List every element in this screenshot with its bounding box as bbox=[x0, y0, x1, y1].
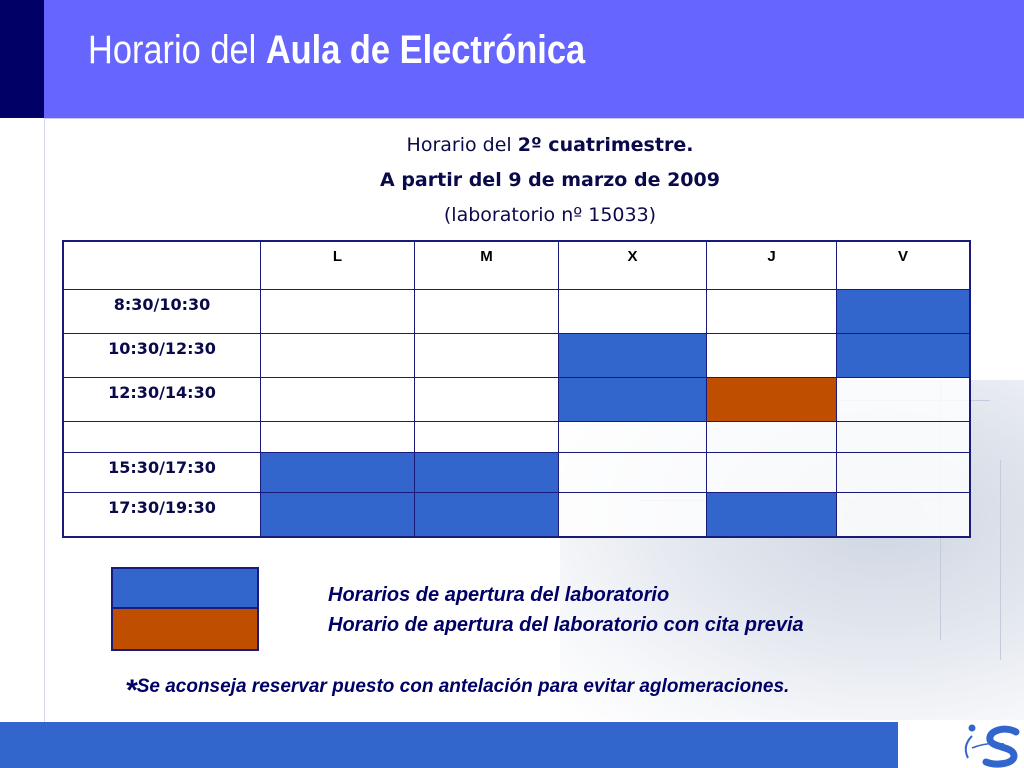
schedule-cell-empty bbox=[558, 421, 707, 453]
schedule-cell-open bbox=[414, 492, 559, 537]
schedule-cell-empty bbox=[836, 452, 971, 493]
legend-appointment-label: Horario de apertura del laboratorio con … bbox=[328, 614, 804, 636]
schedule-cell-empty bbox=[706, 289, 837, 334]
schedule-cell-empty bbox=[260, 289, 415, 334]
schedule-cell-open bbox=[260, 492, 415, 537]
university-logo-icon bbox=[964, 724, 1020, 768]
schedule-cell-empty bbox=[836, 377, 971, 422]
schedule-row: 10:30/12:30 bbox=[62, 333, 971, 378]
schedule-cell-open bbox=[260, 452, 415, 493]
subtitle-line-1-regular: Horario del bbox=[406, 134, 518, 156]
schedule-cell-empty bbox=[260, 377, 415, 422]
corner-cell bbox=[62, 240, 261, 290]
schedule-subtitle: Horario del 2º cuatrimestre. A partir de… bbox=[280, 128, 820, 233]
legend-open-label: Horarios de apertura del laboratorio bbox=[328, 584, 670, 606]
schedule-cell-empty bbox=[260, 333, 415, 378]
advice-note: *Se aconseja reservar puesto con antelac… bbox=[125, 674, 790, 710]
schedule-cell-open bbox=[558, 377, 707, 422]
legend-appointment-swatch bbox=[111, 607, 259, 651]
subtitle-line-2: A partir del 9 de marzo de 2009 bbox=[380, 169, 720, 191]
schedule-cell-empty bbox=[558, 289, 707, 334]
day-header-j: J bbox=[706, 240, 837, 290]
schedule-cell-open bbox=[558, 333, 707, 378]
schedule-row: 15:30/17:30 bbox=[62, 452, 971, 493]
footer-bar bbox=[44, 722, 898, 768]
schedule-row bbox=[62, 421, 971, 453]
day-header-m: M bbox=[414, 240, 559, 290]
title-bold: Aula de Electrónica bbox=[265, 28, 586, 72]
subtitle-line-1-bold: 2º cuatrimestre. bbox=[517, 134, 694, 156]
schedule-cell-empty bbox=[414, 289, 559, 334]
schedule-cell-empty bbox=[414, 421, 559, 453]
time-slot-cell: 10:30/12:30 bbox=[62, 333, 261, 378]
schedule-cell-empty bbox=[836, 492, 971, 537]
schedule-cell-empty bbox=[414, 377, 559, 422]
schedule-cell-open bbox=[414, 452, 559, 493]
left-divider bbox=[44, 118, 45, 722]
legend-open-swatch bbox=[111, 567, 259, 611]
footer-left-block bbox=[0, 722, 44, 768]
day-header-v: V bbox=[836, 240, 971, 290]
note-asterisk: * bbox=[125, 674, 137, 707]
schedule-row: 12:30/14:30 bbox=[62, 377, 971, 422]
schedule-cell-empty bbox=[558, 452, 707, 493]
schedule-cell-appointment bbox=[706, 377, 837, 422]
subtitle-line-1: Horario del 2º cuatrimestre. bbox=[280, 128, 820, 163]
schedule-cell-open bbox=[706, 492, 837, 537]
day-header-x: X bbox=[558, 240, 707, 290]
time-slot-cell: 17:30/19:30 bbox=[62, 492, 261, 537]
time-slot-cell: 12:30/14:30 bbox=[62, 377, 261, 422]
schedule-cell-empty bbox=[836, 421, 971, 453]
title-regular: Horario del bbox=[88, 28, 266, 72]
schedule-row: 17:30/19:30 bbox=[62, 492, 971, 537]
header-divider bbox=[44, 118, 1024, 119]
slide-title: Horario del Aula de Electrónica bbox=[88, 28, 585, 73]
schedule-cell-empty bbox=[706, 333, 837, 378]
time-slot-cell bbox=[62, 421, 261, 453]
schedule-cell-empty bbox=[414, 333, 559, 378]
schedule-header-row: L M X J V bbox=[62, 240, 971, 290]
note-text: Se aconseja reservar puesto con antelaci… bbox=[136, 676, 790, 697]
schedule-cell-empty bbox=[260, 421, 415, 453]
day-header-l: L bbox=[260, 240, 415, 290]
schedule-row: 8:30/10:30 bbox=[62, 289, 971, 334]
time-slot-cell: 8:30/10:30 bbox=[62, 289, 261, 334]
header-bar bbox=[0, 0, 1024, 118]
header-dark-block bbox=[0, 0, 44, 118]
schedule-cell-open bbox=[836, 333, 971, 378]
schedule-cell-empty bbox=[706, 421, 837, 453]
time-slot-cell: 15:30/17:30 bbox=[62, 452, 261, 493]
schedule-cell-empty bbox=[706, 452, 837, 493]
schedule-cell-open bbox=[836, 289, 971, 334]
subtitle-line-3: (laboratorio nº 15033) bbox=[443, 204, 657, 226]
schedule-cell-empty bbox=[558, 492, 707, 537]
schedule-table: L M X J V 8:30/10:30 10:30/12:30 12:30/14:… bbox=[62, 240, 971, 538]
